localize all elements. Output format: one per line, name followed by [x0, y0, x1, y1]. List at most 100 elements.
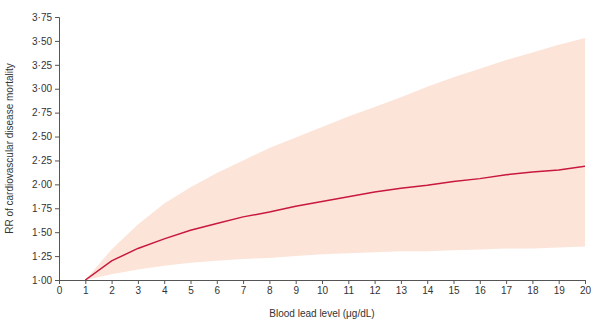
- y-tick: 3·25: [32, 60, 59, 71]
- y-axis-title: RR of cardiovascular disease mortality: [4, 63, 15, 234]
- x-tick: 10: [317, 280, 329, 296]
- x-tick-label: 2: [109, 285, 115, 296]
- y-tick: 3·75: [32, 12, 59, 23]
- y-tick-label: 1·75: [32, 203, 52, 214]
- y-tick-mark: [55, 113, 59, 114]
- y-tick-mark: [55, 41, 59, 42]
- x-tick-label: 4: [162, 285, 168, 296]
- x-tick-label: 13: [396, 285, 408, 296]
- x-tick-label: 19: [554, 285, 566, 296]
- x-tick: 15: [448, 280, 460, 296]
- x-tick-mark: [532, 280, 533, 284]
- y-tick-label: 2·00: [32, 179, 52, 190]
- x-tick-mark: [217, 280, 218, 284]
- y-tick-mark: [55, 65, 59, 66]
- x-tick: 7: [241, 280, 247, 296]
- y-tick-label: 1·00: [32, 275, 52, 286]
- x-tick: 0: [57, 280, 63, 296]
- x-tick-mark: [427, 280, 428, 284]
- x-tick: 12: [370, 280, 382, 296]
- y-tick: 1·25: [32, 251, 59, 262]
- x-tick-mark: [375, 280, 376, 284]
- chart: 012345678910111213141516171819201·001·25…: [0, 0, 596, 327]
- y-tick-mark: [55, 256, 59, 257]
- x-tick-label: 18: [527, 285, 539, 296]
- x-tick-label: 9: [293, 285, 299, 296]
- x-tick: 2: [109, 280, 115, 296]
- y-tick-mark: [55, 280, 59, 281]
- y-tick: 1·75: [32, 203, 59, 214]
- x-tick-mark: [112, 280, 113, 284]
- y-tick-mark: [55, 17, 59, 18]
- x-tick-mark: [191, 280, 192, 284]
- x-tick-label: 12: [370, 285, 382, 296]
- y-tick-label: 1·50: [32, 227, 52, 238]
- x-tick-mark: [164, 280, 165, 284]
- x-tick: 18: [527, 280, 539, 296]
- y-tick: 2·50: [32, 131, 59, 142]
- x-tick-label: 14: [422, 285, 434, 296]
- y-tick: 2·00: [32, 179, 59, 190]
- x-tick: 3: [136, 280, 142, 296]
- x-axis-title: Blood lead level (μg/dL): [269, 308, 374, 319]
- x-tick-label: 6: [215, 285, 221, 296]
- x-axis-line: [60, 281, 586, 285]
- x-tick-mark: [506, 280, 507, 284]
- y-tick-mark: [55, 89, 59, 90]
- x-tick: 19: [554, 280, 566, 296]
- y-axis-line: [55, 18, 60, 281]
- y-axis: 1·00 1·25 1·50 1·75 2·00 2·25 2·50 2·75 3·00 3·25…: [32, 12, 60, 286]
- y-tick-mark: [55, 208, 59, 209]
- x-tick: 5: [188, 280, 194, 296]
- x-tick: 16: [475, 280, 487, 296]
- x-tick: 13: [396, 280, 408, 296]
- x-tick-label: 0: [57, 285, 63, 296]
- x-tick-label: 5: [188, 285, 194, 296]
- x-tick-mark: [269, 280, 270, 284]
- y-tick-label: 2·25: [32, 155, 52, 166]
- x-tick: 1: [83, 280, 89, 296]
- x-tick-label: 17: [501, 285, 513, 296]
- x-tick-label: 3: [136, 285, 142, 296]
- x-tick-mark: [559, 280, 560, 284]
- y-tick-mark: [55, 184, 59, 185]
- y-tick-label: 1·25: [32, 251, 52, 262]
- x-tick: 17: [501, 280, 513, 296]
- x-tick-label: 8: [267, 285, 273, 296]
- y-tick: 3·00: [32, 83, 59, 94]
- x-tick: 20: [580, 280, 592, 296]
- y-tick-label: 2·75: [32, 107, 52, 118]
- x-tick-mark: [480, 280, 481, 284]
- y-tick-mark: [55, 160, 59, 161]
- y-tick-mark: [55, 232, 59, 233]
- x-tick-mark: [348, 280, 349, 284]
- x-tick: 4: [162, 280, 168, 296]
- x-tick-mark: [454, 280, 455, 284]
- x-tick-label: 1: [83, 285, 89, 296]
- y-tick: 2·75: [32, 107, 59, 118]
- x-tick-mark: [322, 280, 323, 284]
- x-tick-mark: [138, 280, 139, 284]
- x-tick-label: 10: [317, 285, 329, 296]
- y-tick-label: 2·50: [32, 131, 52, 142]
- y-tick-label: 3·50: [32, 36, 52, 47]
- x-tick-mark: [585, 280, 586, 284]
- x-tick: 8: [267, 280, 273, 296]
- x-tick-label: 15: [448, 285, 460, 296]
- marks: [85, 38, 585, 280]
- x-tick: 11: [344, 280, 355, 296]
- x-tick-label: 20: [580, 285, 592, 296]
- x-tick-label: 7: [241, 285, 247, 296]
- x-tick-mark: [401, 280, 402, 284]
- y-tick: 2·25: [32, 155, 59, 166]
- plot: 012345678910111213141516171819201·001·25…: [32, 12, 592, 296]
- x-tick: 14: [422, 280, 434, 296]
- confidence-band: [85, 38, 585, 280]
- x-tick-mark: [243, 280, 244, 284]
- x-tick: 6: [215, 280, 221, 296]
- x-tick-mark: [296, 280, 297, 284]
- x-axis: 01234567891011121314151617181920: [57, 280, 592, 296]
- y-tick-mark: [55, 137, 59, 138]
- y-tick-label: 3·75: [32, 12, 52, 23]
- y-tick-label: 3·00: [32, 83, 52, 94]
